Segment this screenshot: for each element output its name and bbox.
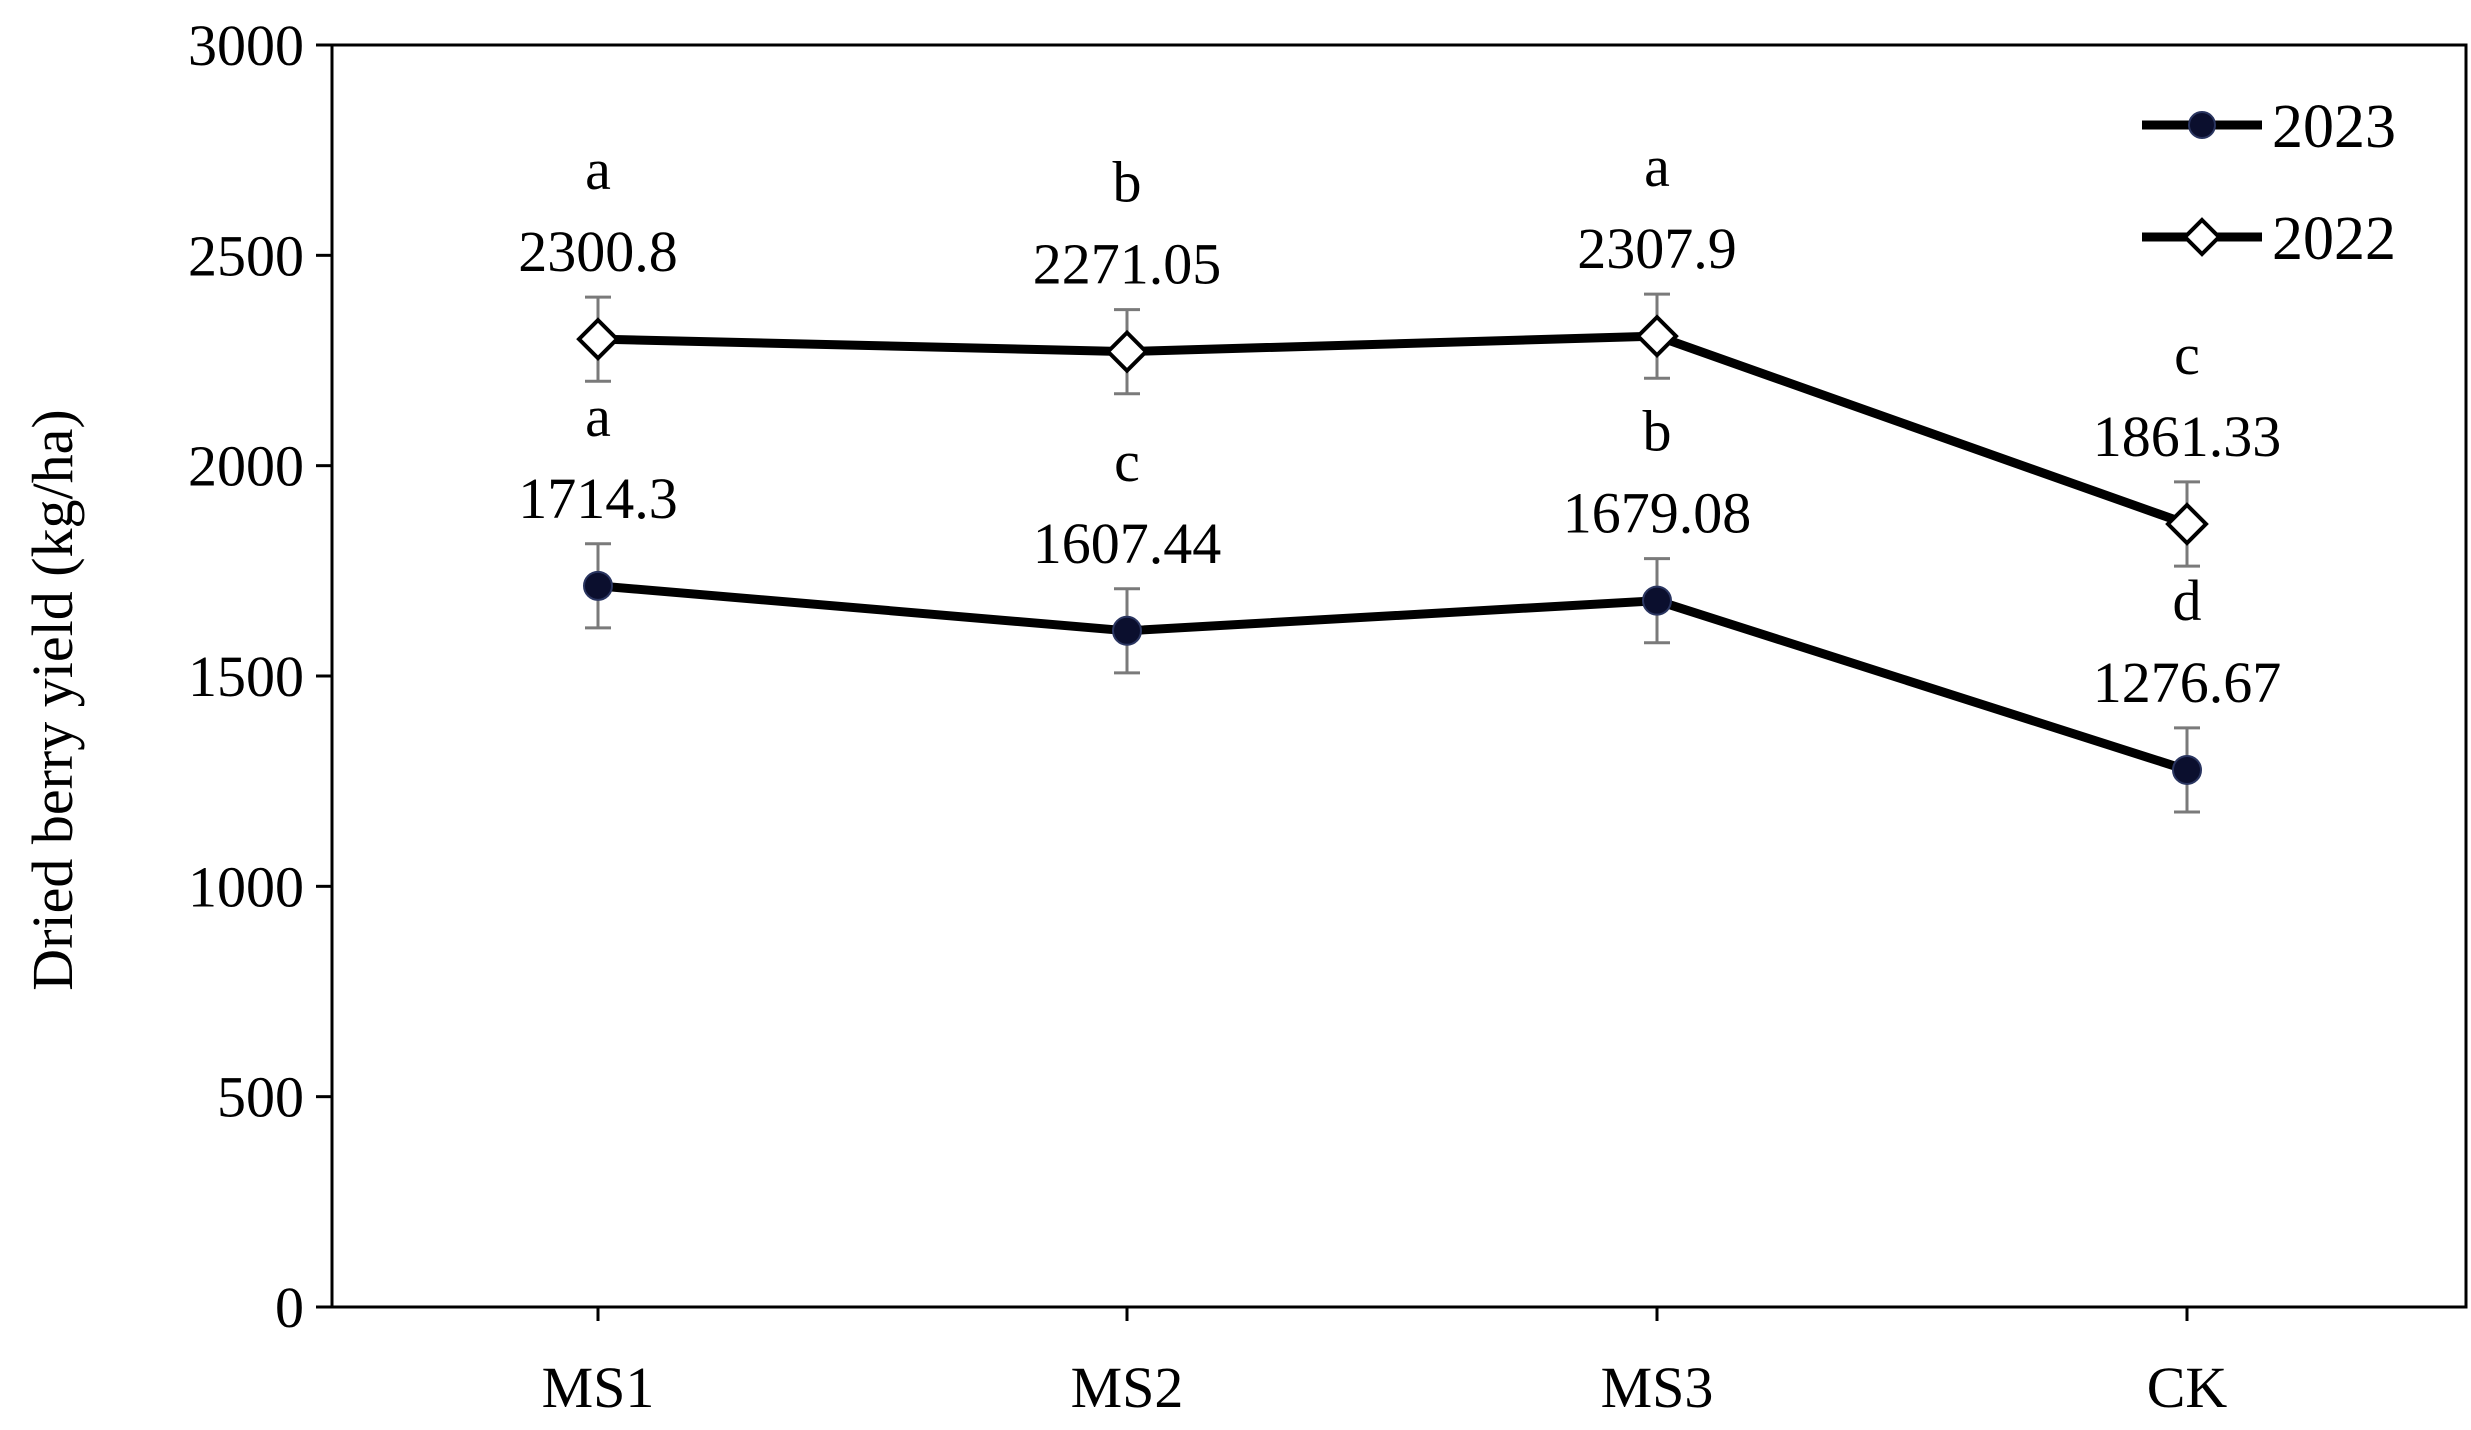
y-tick-label: 2500	[188, 223, 304, 288]
x-tick-label: CK	[2147, 1355, 2228, 1420]
x-tick-label: MS3	[1601, 1355, 1714, 1420]
legend-label: 2022	[2272, 205, 2396, 273]
data-point	[583, 570, 613, 601]
data-point	[1105, 329, 1149, 374]
legend-marker	[2188, 111, 2216, 139]
series-line-2023	[597, 581, 2189, 775]
y-tick-label: 2000	[188, 434, 304, 499]
significance-letter: c	[2174, 322, 2200, 387]
y-tick-label: 1000	[188, 854, 304, 919]
series-2023: 1714.3 a 1607.44 c 1679.08 b 1276.67 d	[518, 384, 2282, 814]
data-label: 1714.3	[518, 466, 678, 531]
data-point	[1112, 615, 1142, 646]
data-label: 1276.67	[2093, 650, 2282, 715]
y-tick-label: 3000	[188, 13, 304, 78]
data-label: 2307.9	[1577, 216, 1737, 281]
data-label: 1861.33	[2093, 404, 2282, 469]
significance-letter: c	[1114, 429, 1140, 494]
series-2022: 2300.8 a 2271.05 b 2307.9 a 1861.33 c	[518, 134, 2282, 568]
x-tick-label: MS1	[542, 1355, 655, 1420]
y-axis-label: Dried berry yield (kg/ha)	[20, 409, 85, 990]
legend: 2023 2022	[2142, 93, 2396, 273]
y-tick-label: 500	[217, 1065, 304, 1130]
data-point	[2165, 502, 2209, 546]
x-tick-label: MS2	[1071, 1355, 1184, 1420]
series-layer: 1714.3 a 1607.44 c 1679.08 b 1276.67 d 2300.8 a 22…	[518, 134, 2282, 814]
significance-letter: d	[2173, 568, 2202, 633]
y-tick-label: 0	[275, 1275, 304, 1340]
y-axis: 0 500 1000 1500 2000 2500 3000	[188, 13, 332, 1340]
data-point	[576, 317, 620, 361]
legend-marker	[2182, 217, 2222, 257]
data-label: 2271.05	[1033, 232, 1222, 297]
y-tick-label: 1500	[188, 644, 304, 709]
legend-label: 2023	[2272, 93, 2396, 161]
significance-letter: b	[1113, 150, 1142, 215]
significance-letter: a	[1644, 134, 1670, 199]
data-label: 1607.44	[1033, 511, 1222, 576]
series-line-2022	[597, 331, 2189, 529]
significance-letter: b	[1643, 399, 1672, 464]
plot-area	[330, 43, 2468, 1309]
data-label: 2300.8	[518, 219, 678, 284]
significance-letter: a	[585, 137, 611, 202]
data-point	[1642, 585, 1672, 616]
data-point	[2172, 754, 2202, 785]
x-axis: MS1 MS2 MS3 CK	[542, 1307, 2228, 1420]
data-label: 1679.08	[1563, 481, 1752, 546]
significance-letter: a	[585, 384, 611, 449]
data-point	[1635, 314, 1679, 358]
